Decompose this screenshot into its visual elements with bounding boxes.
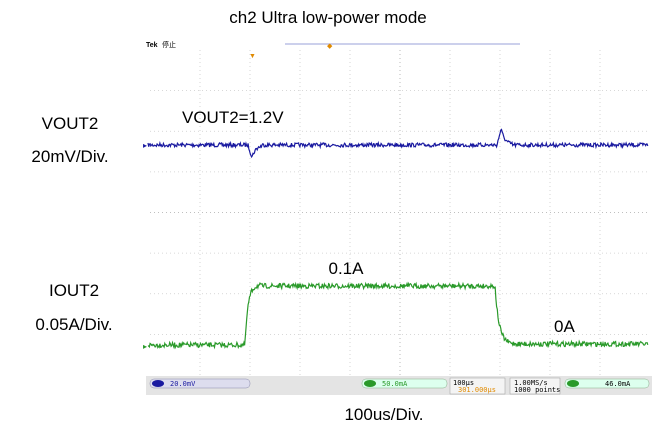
ch1-box — [149, 378, 251, 389]
sample-rate: 1.00MS/s — [514, 379, 548, 387]
ch1-marker: ▸ — [143, 141, 147, 150]
horizontal-scale: 100µs — [453, 379, 474, 387]
ch1-icon — [152, 380, 164, 387]
channel-name: VOUT2 — [42, 114, 99, 133]
trigger-box — [564, 378, 650, 389]
iout2-trace — [147, 281, 649, 350]
ch2-icon — [364, 380, 376, 387]
position: 301.000µs — [458, 386, 496, 394]
annotation: 0A — [554, 317, 575, 336]
channel-scale: 20mV/Div. — [31, 147, 108, 166]
vout2-trace — [147, 128, 649, 159]
state: 停止 — [162, 40, 176, 49]
annotation: VOUT2=1.2V — [182, 108, 284, 127]
trigger-marker: ▼ — [249, 53, 256, 60]
brand: Tek — [146, 42, 158, 49]
annotation: 0.1A — [329, 259, 365, 278]
ch2-marker: ▸ — [143, 342, 147, 351]
channel-scale: 0.05A/Div. — [35, 315, 112, 334]
channel-name: IOUT2 — [49, 281, 99, 300]
trigger-icon — [567, 380, 579, 387]
traces — [147, 128, 649, 350]
acq-box — [509, 377, 561, 395]
title: ch2 Ultra low-power mode — [229, 8, 426, 27]
graticule — [150, 50, 650, 375]
trigger-level: 46.0mA — [605, 380, 631, 388]
ch2-scale: 50.0mA — [382, 380, 408, 388]
record-length: 1000 points — [514, 386, 560, 394]
horizontal-box — [449, 377, 506, 395]
ch1-scale: 20.0mV — [170, 380, 196, 388]
ch2-box — [361, 378, 448, 389]
position-marker: ◆ — [327, 43, 333, 50]
timebase: 100us/Div. — [344, 405, 423, 424]
